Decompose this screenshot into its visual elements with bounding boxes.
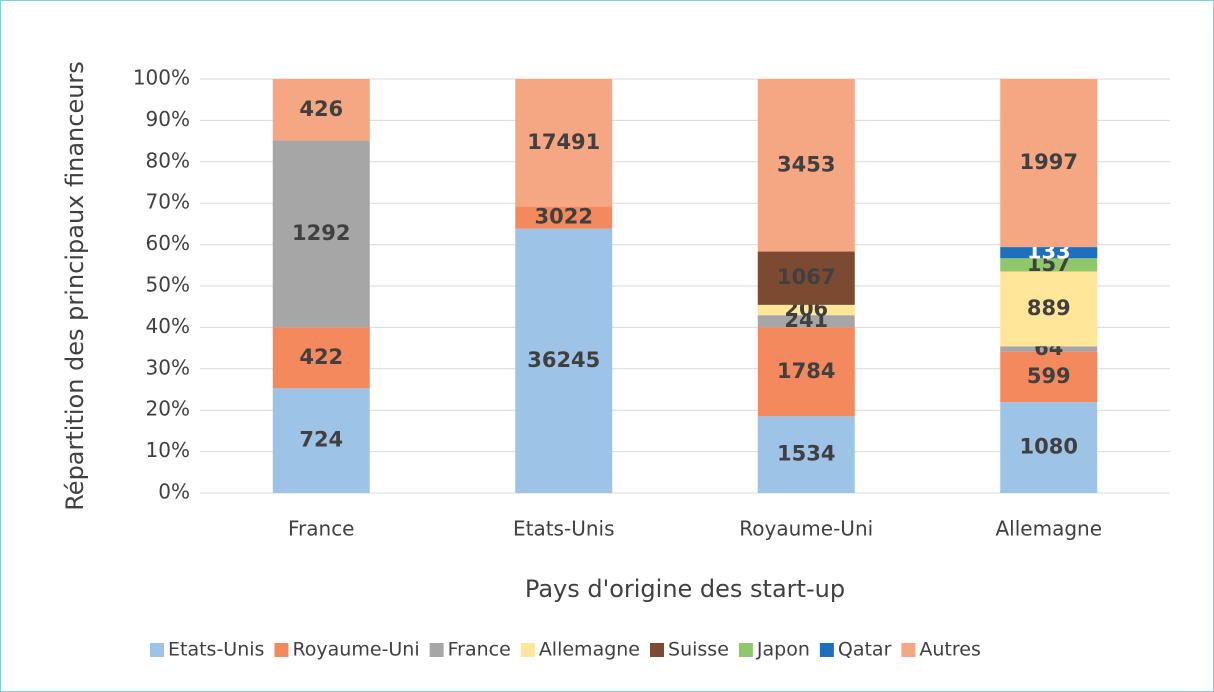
legend-label: Royaume-Uni (292, 639, 419, 661)
legend-swatch (150, 643, 164, 657)
data-label: 1292 (292, 221, 350, 245)
data-label: 1534 (777, 442, 835, 466)
data-label: 426 (299, 97, 343, 121)
bar-segment (757, 251, 855, 305)
legend-label: Japon (756, 639, 810, 661)
data-label: 889 (1027, 296, 1071, 320)
data-label: 422 (299, 345, 343, 369)
data-label: 36245 (527, 348, 600, 372)
data-label: 17491 (527, 130, 600, 154)
legend-label: Autres (919, 639, 980, 661)
y-tick-label: 70% (146, 190, 190, 214)
legend-label: Allemagne (539, 639, 640, 661)
bar-segment (1000, 258, 1098, 272)
y-tick-label: 80% (146, 148, 190, 172)
y-tick-label: 60% (146, 231, 190, 255)
data-label: 724 (299, 428, 343, 452)
data-label: 1080 (1020, 435, 1078, 459)
data-label: 599 (1027, 364, 1071, 388)
bar-segment (1000, 271, 1098, 347)
bar-segment (515, 206, 613, 229)
legend-swatch (738, 643, 753, 657)
bar-segment (757, 327, 855, 417)
y-tick-label: 10% (146, 438, 190, 462)
legend-label: France (448, 639, 511, 661)
bar-segment (1000, 79, 1098, 248)
y-tick-label: 100% (133, 66, 190, 90)
data-label: 1997 (1020, 150, 1078, 174)
legend-swatch (901, 643, 916, 657)
data-label: 1784 (777, 359, 835, 383)
data-label: 1067 (777, 265, 835, 289)
bar-segment (515, 79, 613, 207)
x-axis-title: Pays d'origine des start-up (525, 575, 845, 603)
bar-segment (272, 388, 370, 493)
x-tick-label: France (288, 517, 355, 541)
legend-swatch (520, 643, 535, 657)
bar-segment (1000, 247, 1098, 259)
y-tick-label: 40% (146, 314, 190, 338)
y-tick-label: 0% (158, 480, 190, 504)
legend-label: Etats-Unis (168, 639, 264, 661)
y-tick-label: 30% (146, 355, 190, 379)
x-tick-label: Etats-Unis (513, 517, 615, 541)
y-tick-label: 90% (146, 107, 190, 131)
bar-segment (757, 416, 855, 493)
legend-label: Suisse (668, 639, 729, 661)
legend-label: Qatar (838, 639, 892, 661)
bar-segment (757, 304, 855, 316)
bar-segment (1000, 346, 1098, 352)
bar-segment (272, 327, 370, 389)
data-label: 3022 (535, 205, 593, 229)
bar-segment (757, 315, 855, 328)
legend-swatch (819, 643, 834, 657)
bar-segment (272, 79, 370, 141)
bar-segment (515, 228, 613, 494)
bar-segment (1000, 351, 1098, 403)
y-tick-label: 50% (146, 273, 190, 297)
legend-swatch (650, 643, 665, 657)
y-tick-label: 20% (146, 397, 190, 421)
y-axis-title: Répartition des principaux financeurs (61, 61, 89, 511)
x-tick-label: Allemagne (995, 517, 1102, 541)
x-tick-label: Royaume-Uni (739, 517, 873, 541)
bar-segment (757, 79, 855, 252)
data-label: 3453 (777, 152, 835, 176)
bar-segment (1000, 402, 1098, 493)
legend-swatch (429, 643, 444, 657)
legend-swatch (274, 643, 289, 657)
bar-segment (272, 140, 370, 328)
